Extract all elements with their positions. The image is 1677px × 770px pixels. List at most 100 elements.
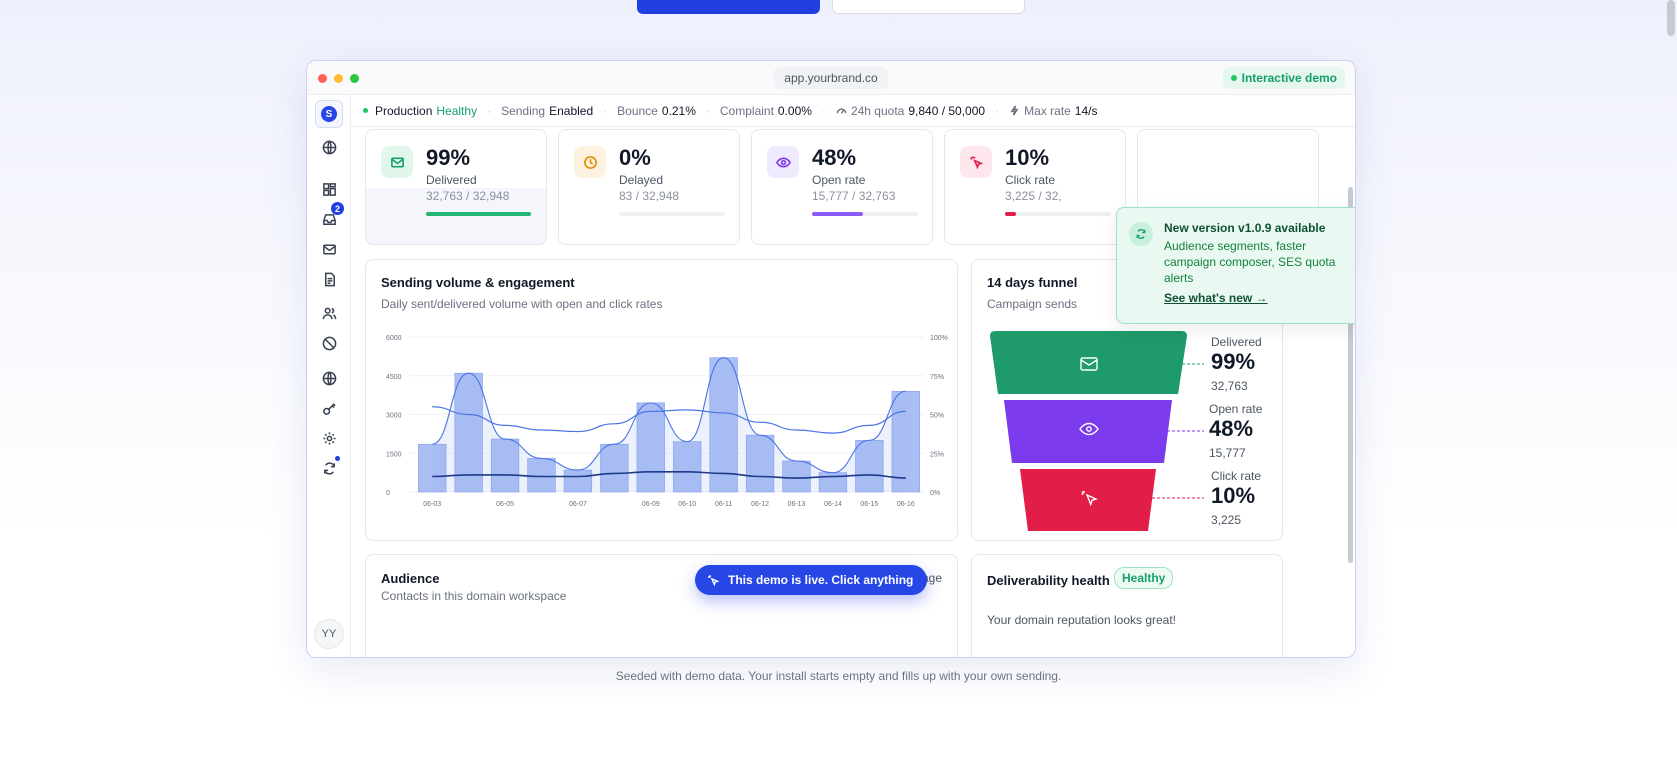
kpi-progress-track xyxy=(812,212,918,216)
inbox-icon[interactable]: 2 xyxy=(315,202,344,233)
eye-icon xyxy=(1079,422,1099,436)
status-bar: Production Healthy · Sending Enabled · B… xyxy=(351,95,1355,127)
address-bar[interactable]: app.yourbrand.co xyxy=(774,66,888,89)
funnel-stage-count: 3,225 xyxy=(1211,513,1242,527)
volume-bar xyxy=(600,443,629,493)
kpi-label: Delivered xyxy=(426,173,477,187)
kpi-value: 0% xyxy=(619,145,651,170)
funnel-stage-label: Delivered xyxy=(1211,335,1262,349)
y2-tick-label: 50% xyxy=(930,413,944,420)
funnel-stage-count: 15,777 xyxy=(1209,446,1246,460)
card-subtitle: Campaign sends xyxy=(987,297,1078,311)
kpi-progress-track xyxy=(619,212,725,216)
sparkle-click-icon xyxy=(708,574,720,587)
page-scrollbar[interactable] xyxy=(1667,0,1675,36)
y2-tick-label: 25% xyxy=(930,451,944,458)
whats-new-link[interactable]: See what's new → xyxy=(1164,291,1268,305)
lightning-icon xyxy=(1010,105,1019,116)
y-tick-label: 0 xyxy=(386,490,390,497)
window-titlebar: app.yourbrand.co Interactive demo xyxy=(307,61,1355,95)
volume-bar xyxy=(527,458,556,493)
volume-bar xyxy=(709,357,738,493)
mail-icon xyxy=(1080,357,1098,371)
domains-globe-icon[interactable] xyxy=(315,364,343,392)
funnel-chart[interactable] xyxy=(972,260,1283,541)
sending-status: Sending Enabled xyxy=(501,104,593,118)
cursor-click-icon xyxy=(960,146,992,178)
demo-live-pill[interactable]: This demo is live. Click anything xyxy=(695,565,928,595)
kpi-value: 99% xyxy=(426,145,471,170)
volume-bar xyxy=(782,460,811,493)
x-tick-label: 06-05 xyxy=(496,501,514,508)
funnel-stage-percent: 99% xyxy=(1211,349,1256,374)
x-tick-label: 06-14 xyxy=(824,501,842,508)
mail-icon[interactable] xyxy=(315,235,343,263)
card-title: Deliverability health xyxy=(987,573,1110,588)
update-dot xyxy=(335,456,340,461)
sync-icon[interactable] xyxy=(315,454,343,482)
maximize-window-dot[interactable] xyxy=(350,74,359,83)
funnel-stage-count: 32,763 xyxy=(1211,379,1248,393)
primary-cta-button[interactable] xyxy=(637,0,820,14)
document-icon[interactable] xyxy=(315,265,343,293)
quota-label: 24h quota xyxy=(850,103,905,118)
funnel-stage-click[interactable] xyxy=(1020,469,1156,531)
funnel-stage-percent: 10% xyxy=(1211,483,1256,508)
funnel-stage-label: Open rate xyxy=(1209,402,1263,416)
kpi-delivered-card[interactable]: 99% Delivered 32,763 / 32,948 xyxy=(365,129,547,245)
volume-chart-card: Sending volume & engagement Daily sent/d… xyxy=(365,259,958,541)
interactive-demo-badge: Interactive demo xyxy=(1222,67,1345,89)
users-icon[interactable] xyxy=(315,299,343,327)
key-icon[interactable] xyxy=(315,394,343,422)
volume-bar xyxy=(418,443,447,493)
volume-chart[interactable]: 0 1500 3000 4500 6000 0% 25% 50% 75% 100% 06-03 06-… xyxy=(366,260,958,541)
y-tick-label: 4500 xyxy=(386,374,402,381)
avatar[interactable]: YY xyxy=(314,619,344,649)
kpi-open-rate-card[interactable]: 48% Open rate 15,777 / 32,763 xyxy=(751,129,933,245)
volume-bar xyxy=(745,434,775,493)
pill-label: This demo is live. Click anything xyxy=(728,573,914,587)
complaint-status: Complaint 0.00% xyxy=(720,104,812,118)
sending-label: Sending xyxy=(501,103,546,118)
brand-logo-icon[interactable]: S xyxy=(315,100,343,128)
toast-title: New version v1.0.9 available xyxy=(1164,221,1326,235)
kpi-progress-track xyxy=(1005,212,1111,216)
production-value: Healthy xyxy=(436,103,478,118)
kpi-label: Open rate xyxy=(812,173,866,187)
gear-icon[interactable] xyxy=(315,424,343,452)
content-scrollbar[interactable] xyxy=(1348,187,1353,563)
x-tick-label: 06-09 xyxy=(642,501,660,508)
minimize-window-dot[interactable] xyxy=(334,74,343,83)
kpi-subvalue: 3,225 / 32, xyxy=(1005,189,1062,203)
dashboard-content: 99% Delivered 32,763 / 32,948 0% Delayed… xyxy=(351,127,1355,657)
funnel-stage-delivered[interactable] xyxy=(990,331,1187,394)
update-toast[interactable]: New version v1.0.9 available Audience se… xyxy=(1116,207,1355,324)
globe-icon[interactable] xyxy=(315,133,343,161)
close-window-dot[interactable] xyxy=(318,74,327,83)
live-dot-icon xyxy=(1230,75,1237,81)
y2-tick-label: 75% xyxy=(930,374,944,381)
x-tick-label: 06-13 xyxy=(788,501,806,508)
clock-icon xyxy=(574,146,606,178)
card-title: 14 days funnel xyxy=(987,275,1078,290)
inbox-badge: 2 xyxy=(331,202,344,215)
x-tick-label: 06-16 xyxy=(897,501,915,508)
block-icon[interactable] xyxy=(315,329,343,357)
cursor-click-rays xyxy=(1081,491,1085,495)
volume-bar xyxy=(636,402,665,493)
card-title: Sending volume & engagement xyxy=(381,275,575,290)
x-tick-label: 06-12 xyxy=(751,501,769,508)
footer-note: Seeded with demo data. Your install star… xyxy=(615,669,1062,683)
volume-bar xyxy=(673,441,702,493)
mail-check-icon xyxy=(381,146,413,178)
cursor-click-icon xyxy=(1085,493,1098,507)
dashboard-icon[interactable] xyxy=(315,175,343,203)
secondary-cta-button[interactable] xyxy=(832,0,1025,14)
refresh-icon xyxy=(1129,222,1153,246)
kpi-value: 10% xyxy=(1005,145,1050,170)
volume-bar xyxy=(855,440,884,493)
volume-line xyxy=(432,357,906,474)
y-tick-label: 3000 xyxy=(386,413,402,420)
kpi-click-rate-card[interactable]: 10% Click rate 3,225 / 32, xyxy=(944,129,1126,245)
kpi-delayed-card[interactable]: 0% Delayed 83 / 32,948 xyxy=(558,129,740,245)
